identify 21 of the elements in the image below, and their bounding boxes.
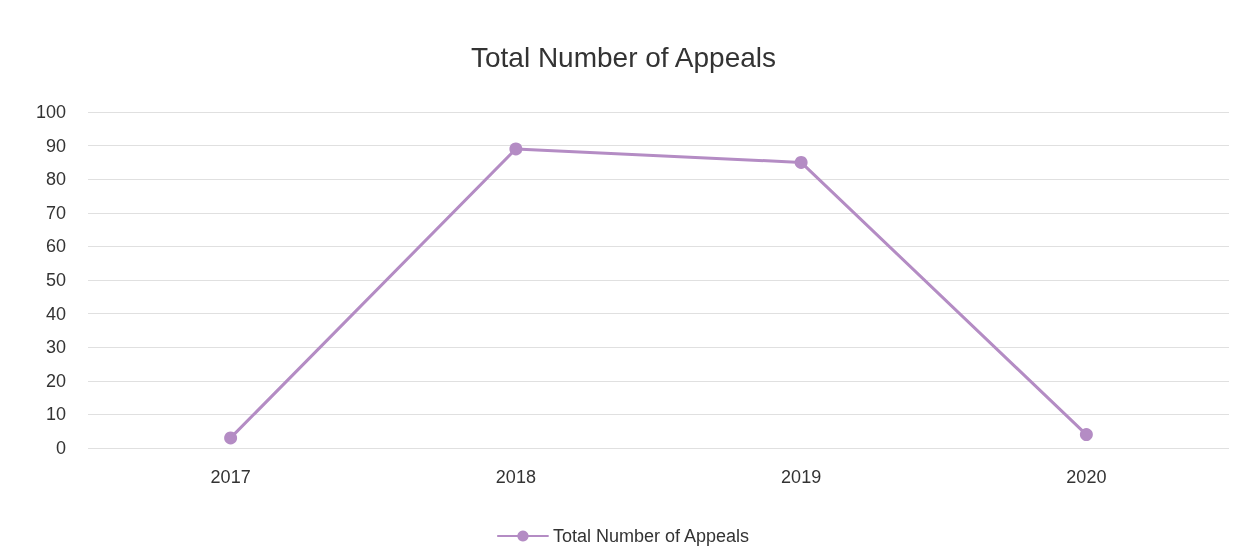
- y-tick-label: 10: [45, 404, 66, 425]
- y-tick-label: 90: [45, 135, 66, 156]
- legend-label: Total Number of Appeals: [552, 526, 750, 546]
- x-tick-label: 2020: [1066, 467, 1107, 487]
- y-tick-label: 40: [45, 303, 66, 324]
- y-tick-label: 60: [45, 236, 66, 257]
- y-tick-label: 80: [45, 169, 66, 190]
- point: [224, 431, 238, 445]
- y-tick-label: 20: [45, 370, 66, 391]
- y-tick-label: 30: [45, 337, 66, 358]
- x-tick-label: 2017: [210, 467, 251, 487]
- y-tick-label: 70: [45, 202, 66, 223]
- point: [509, 142, 523, 156]
- y-tick-label: 50: [45, 270, 66, 290]
- y-tick-label: 100: [35, 102, 66, 122]
- point: [794, 155, 808, 169]
- chart-title: Total Number of Appeals: [470, 41, 777, 73]
- x-tick-label: 2019: [781, 467, 822, 487]
- y-tick-label: 0: [55, 438, 66, 458]
- point: [1079, 428, 1093, 442]
- x-tick-label: 2018: [495, 467, 536, 487]
